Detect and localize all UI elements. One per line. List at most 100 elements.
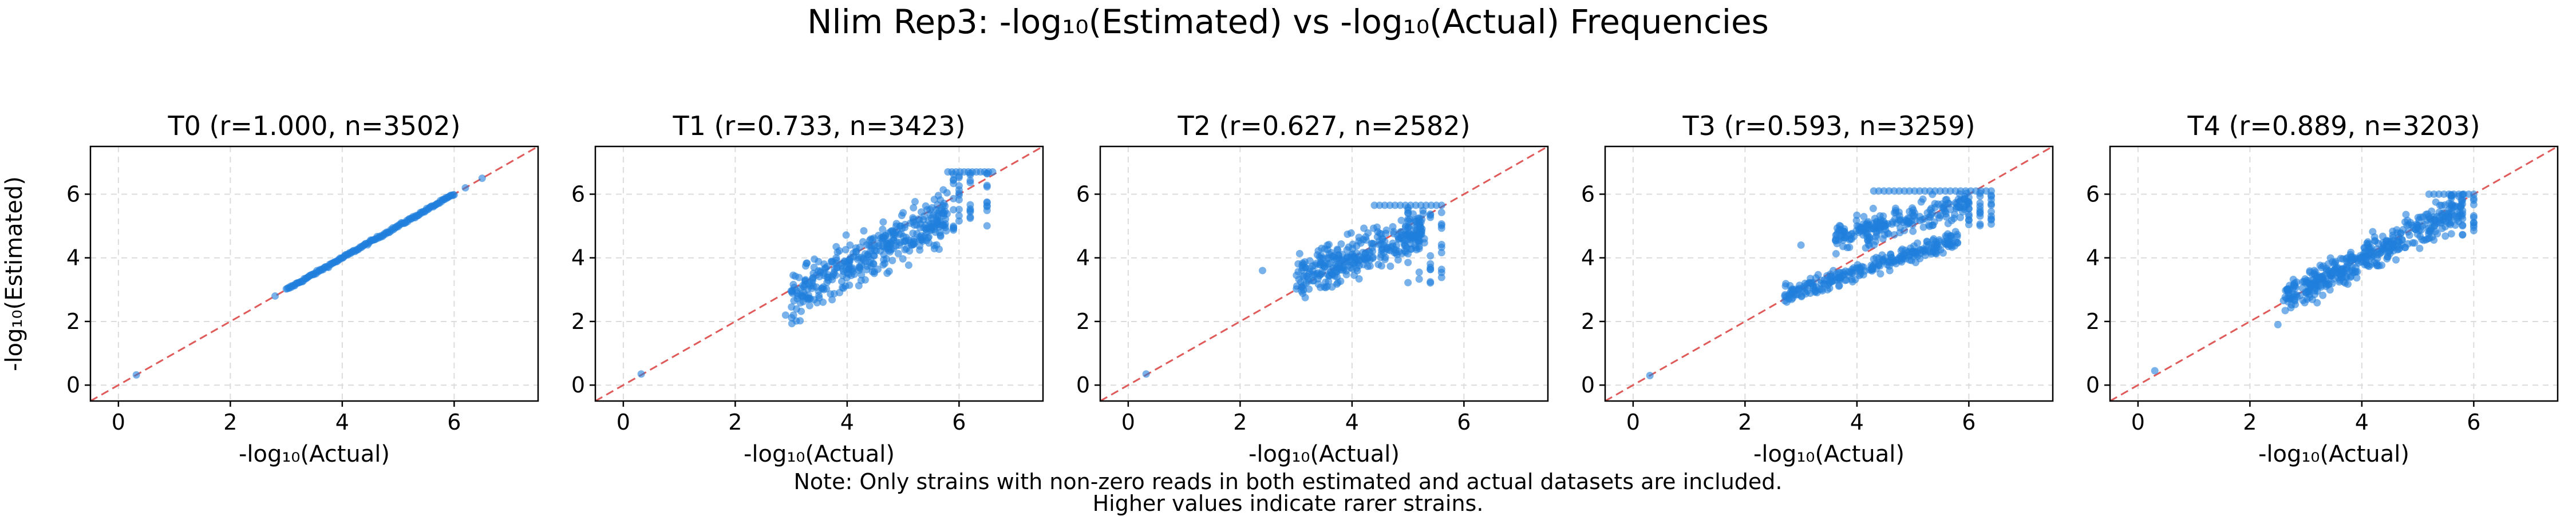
data-point: [2451, 221, 2459, 229]
data-point: [943, 189, 951, 197]
data-point: [1427, 211, 1435, 219]
data-point: [1895, 187, 1903, 195]
data-point: [1944, 220, 1952, 228]
data-point: [1404, 259, 1412, 267]
data-point: [2293, 293, 2301, 301]
data-point: [858, 271, 866, 279]
data-point: [2308, 282, 2316, 290]
data-point: [1929, 248, 1937, 256]
data-point: [2441, 223, 2449, 231]
data-point: [2402, 211, 2410, 219]
data-point: [1935, 236, 1943, 244]
data-point: [860, 227, 868, 235]
scatter-panel-4: 0 2 4 6 0 2 4 6 T4 (r=0.889, n=3203) -log₁₀(Actua…: [2086, 110, 2559, 467]
data-point: [2401, 244, 2409, 252]
scatter-panel-1: 0 2 4 6 0 2 4 6 T1 (r=0.733, n=3423) -log₁₀(Actua…: [571, 110, 1044, 467]
data-point: [2379, 232, 2387, 240]
data-point: [896, 222, 904, 230]
data-point: [1314, 247, 1322, 255]
data-point: [1369, 224, 1377, 232]
data-point: [796, 317, 804, 325]
data-point: [1797, 241, 1805, 249]
data-point: [1422, 201, 1430, 209]
data-point: [870, 260, 878, 268]
data-point: [1333, 245, 1341, 253]
x-tick-label: 2: [728, 410, 742, 435]
data-point: [829, 271, 837, 279]
data-point: [1906, 187, 1914, 195]
data-point: [922, 202, 930, 210]
data-point: [1911, 259, 1919, 267]
data-point: [1875, 261, 1883, 269]
data-point: [2349, 253, 2357, 261]
data-point: [1437, 224, 1445, 232]
data-point: [950, 195, 958, 203]
data-point: [847, 272, 855, 280]
data-point: [839, 264, 847, 272]
data-point: [1976, 212, 1984, 220]
data-point: [1334, 261, 1342, 269]
data-point: [1321, 260, 1329, 268]
footnote-line-2: Higher values indicate rarer strains.: [1092, 491, 1484, 516]
data-point: [857, 276, 865, 284]
data-point: [910, 221, 918, 229]
data-point: [789, 271, 797, 279]
x-axis-label: -log₁₀(Actual): [1249, 441, 1400, 467]
data-point: [781, 311, 789, 319]
y-tick-label: 0: [1076, 372, 1090, 398]
data-point: [1381, 255, 1389, 263]
data-point: [1797, 292, 1805, 300]
data-point: [2392, 256, 2400, 264]
data-point: [2384, 253, 2392, 261]
data-point: [1437, 249, 1445, 257]
y-tick-label: 6: [66, 181, 80, 207]
data-point: [1328, 252, 1336, 260]
data-point: [1795, 285, 1803, 293]
data-point: [891, 229, 899, 237]
data-point: [1987, 196, 1995, 204]
data-point: [1840, 225, 1848, 233]
data-point: [1333, 280, 1341, 288]
data-point: [866, 236, 874, 244]
data-point: [863, 265, 871, 273]
data-point: [839, 284, 847, 292]
data-point: [1415, 231, 1423, 239]
data-point: [1344, 258, 1352, 266]
data-point: [1899, 253, 1907, 261]
data-point: [1353, 259, 1361, 267]
data-point: [2417, 226, 2425, 234]
data-point: [1851, 276, 1859, 284]
data-point: [1309, 277, 1317, 285]
data-point: [1390, 249, 1398, 257]
data-point: [1911, 187, 1919, 195]
data-point: [966, 177, 974, 185]
data-point: [955, 186, 963, 194]
data-point: [1401, 241, 1409, 249]
data-point: [2336, 276, 2344, 284]
data-point: [1415, 243, 1423, 251]
data-point: [2378, 261, 2386, 269]
data-point: [1427, 278, 1435, 286]
data-point: [2353, 274, 2361, 282]
data-point: [2403, 221, 2411, 229]
y-tick-label: 2: [571, 309, 585, 334]
data-point: [1293, 282, 1301, 290]
data-point: [1977, 187, 1985, 195]
data-point: [841, 245, 850, 253]
data-point: [2299, 296, 2307, 304]
data-point: [2393, 246, 2401, 254]
data-point: [1814, 271, 1822, 279]
data-point: [1965, 205, 1973, 213]
data-point: [2447, 201, 2455, 209]
scatter-panel-0: 0 2 4 6 0 2 4 6 T0 (r=1.000, n=3502) -log₁₀(Actua…: [1, 110, 539, 467]
data-point: [1987, 215, 1995, 223]
panel-title: T2 (r=0.627, n=2582): [1177, 110, 1470, 141]
data-point: [2470, 212, 2478, 220]
data-point: [1839, 272, 1847, 280]
x-tick-label: 6: [952, 410, 966, 435]
panel-title: T1 (r=0.733, n=3423): [672, 110, 965, 141]
data-point: [1910, 242, 1918, 250]
data-point: [800, 283, 808, 291]
data-point: [2316, 261, 2324, 269]
data-point: [1782, 280, 1790, 288]
